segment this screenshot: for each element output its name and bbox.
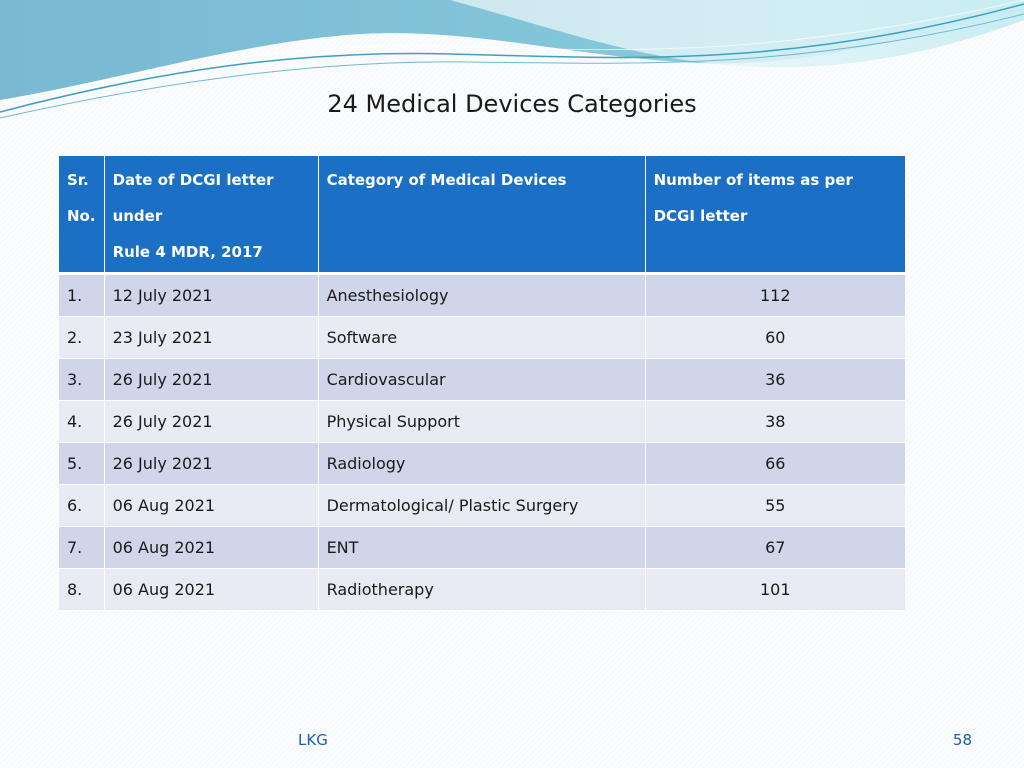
cell-sr: 6.: [59, 485, 105, 527]
header-category-label: Category of Medical Devices: [326, 171, 567, 189]
cell-items: 60: [645, 317, 905, 359]
cell-date: 26 July 2021: [104, 401, 319, 443]
cell-sr: 3.: [59, 359, 105, 401]
table-row: 3. 26 July 2021 Cardiovascular 36: [59, 359, 905, 401]
table-row: 5. 26 July 2021 Radiology 66: [59, 443, 905, 485]
table-row: 8. 06 Aug 2021 Radiotherapy 101: [59, 569, 905, 611]
table-row: 1. 12 July 2021 Anesthesiology 112: [59, 275, 905, 317]
header-sr-no-line2: No.: [67, 207, 96, 225]
table-row: 4. 26 July 2021 Physical Support 38: [59, 401, 905, 443]
cell-date: 06 Aug 2021: [104, 569, 319, 611]
cell-sr: 4.: [59, 401, 105, 443]
table-row: 6. 06 Aug 2021 Dermatological/ Plastic S…: [59, 485, 905, 527]
footer-author: LKG: [298, 731, 328, 749]
cell-sr: 2.: [59, 317, 105, 359]
cell-sr: 7.: [59, 527, 105, 569]
cell-items: 101: [645, 569, 905, 611]
cell-date: 06 Aug 2021: [104, 485, 319, 527]
cell-items: 55: [645, 485, 905, 527]
header-items-line1: Number of items as per: [653, 171, 853, 189]
cell-category: ENT: [318, 527, 646, 569]
cell-sr: 1.: [59, 275, 105, 317]
header-items-line2: DCGI letter: [653, 207, 748, 225]
header-date-line1: Date of DCGI letter under: [112, 171, 274, 225]
cell-category: Anesthesiology: [318, 275, 646, 317]
cell-items: 67: [645, 527, 905, 569]
cell-category: Radiotherapy: [318, 569, 646, 611]
header-items: Number of items as per DCGI letter: [645, 156, 905, 275]
table-header-row: Sr. No. Date of DCGI letter under Rule 4…: [59, 156, 905, 275]
footer-page-number: 58: [952, 731, 972, 749]
cell-date: 12 July 2021: [104, 275, 319, 317]
table-row: 7. 06 Aug 2021 ENT 67: [59, 527, 905, 569]
table-row: 2. 23 July 2021 Software 60: [59, 317, 905, 359]
header-category: Category of Medical Devices: [318, 156, 646, 275]
header-wave-banner: [0, 0, 1024, 119]
slide-title: 24 Medical Devices Categories: [327, 90, 697, 118]
cell-category: Radiology: [318, 443, 646, 485]
cell-sr: 8.: [59, 569, 105, 611]
cell-category: Dermatological/ Plastic Surgery: [318, 485, 646, 527]
header-date-line2: Rule 4 MDR, 2017: [112, 243, 263, 261]
cell-sr: 5.: [59, 443, 105, 485]
cell-category: Software: [318, 317, 646, 359]
header-sr-no: Sr. No.: [59, 156, 105, 275]
header-date: Date of DCGI letter under Rule 4 MDR, 20…: [104, 156, 319, 275]
header-sr-no-line1: Sr.: [67, 171, 89, 189]
cell-category: Cardiovascular: [318, 359, 646, 401]
cell-items: 112: [645, 275, 905, 317]
cell-date: 06 Aug 2021: [104, 527, 319, 569]
cell-date: 26 July 2021: [104, 359, 319, 401]
cell-items: 38: [645, 401, 905, 443]
cell-items: 66: [645, 443, 905, 485]
cell-category: Physical Support: [318, 401, 646, 443]
medical-devices-table: Sr. No. Date of DCGI letter under Rule 4…: [59, 156, 905, 611]
cell-items: 36: [645, 359, 905, 401]
cell-date: 23 July 2021: [104, 317, 319, 359]
cell-date: 26 July 2021: [104, 443, 319, 485]
